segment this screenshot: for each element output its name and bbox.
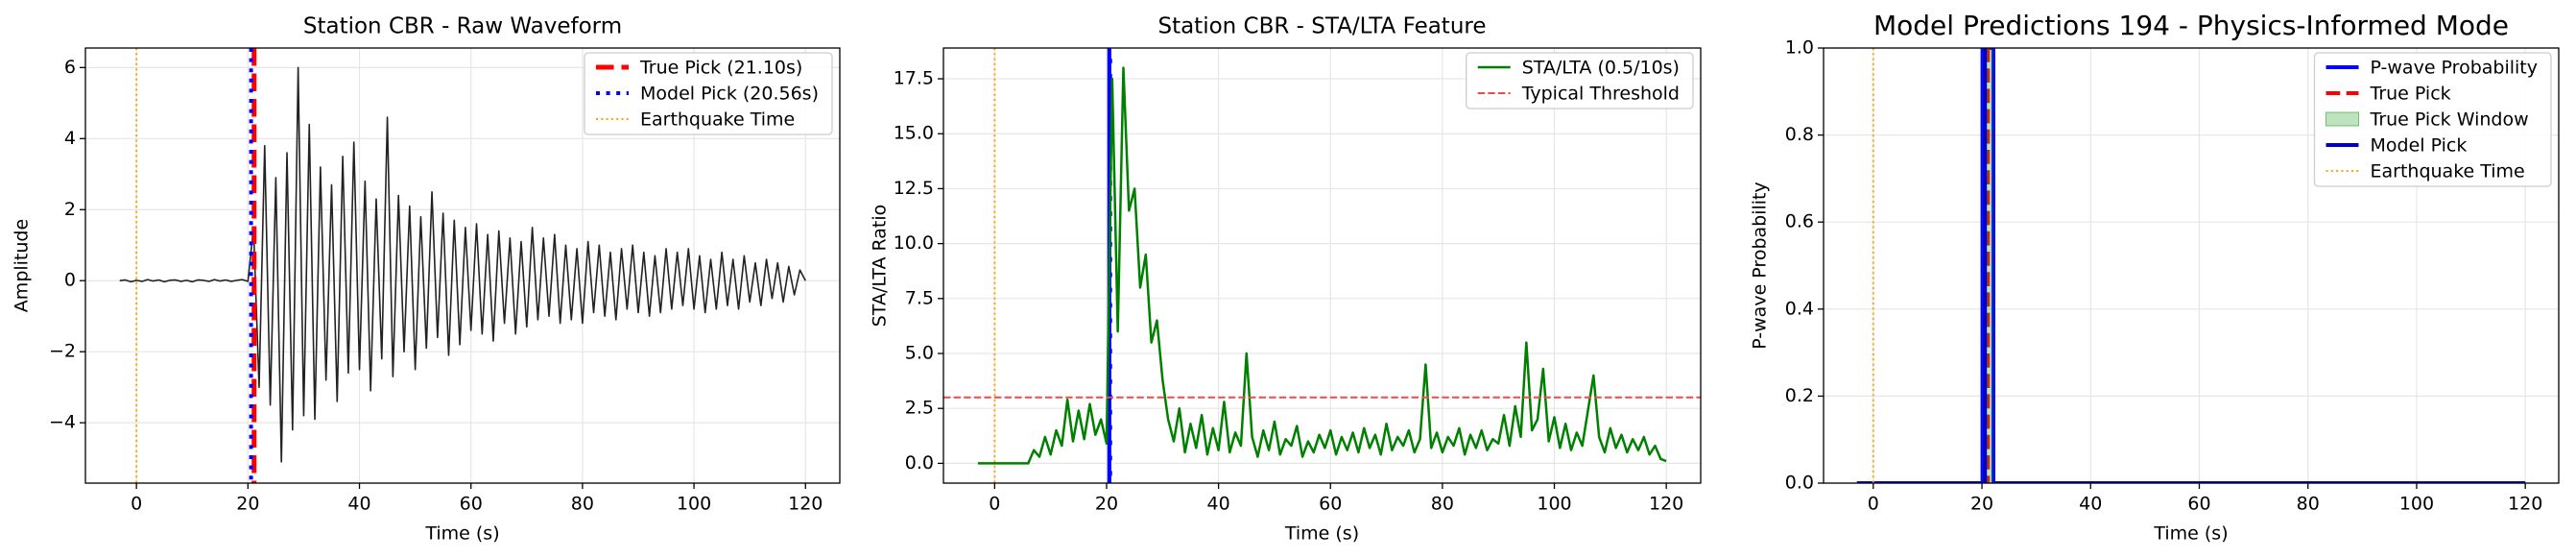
y-tick-label: 15.0 bbox=[894, 123, 934, 144]
legend: STA/LTA (0.5/10s) Typical Threshold bbox=[1466, 52, 1694, 109]
x-axis-label: Time (s) bbox=[2153, 523, 2228, 545]
legend-box bbox=[584, 52, 833, 135]
y-tick-label: 2.5 bbox=[905, 398, 934, 419]
legend-box bbox=[2313, 52, 2552, 187]
y-axis-label: STA/LTA Ratio bbox=[870, 205, 891, 328]
y-tick-label: 5.0 bbox=[905, 343, 934, 364]
y-tick-label: −4 bbox=[49, 412, 76, 433]
chart-title: Model Predictions 194 - Physics-Informed… bbox=[1873, 10, 2509, 41]
x-axis-label: Time (s) bbox=[424, 523, 499, 545]
y-tick-label: 17.5 bbox=[894, 68, 934, 89]
x-tick-label: 20 bbox=[236, 494, 259, 515]
x-tick-label: 120 bbox=[2508, 494, 2542, 515]
x-tick-label: 0 bbox=[989, 494, 1000, 515]
x-tick-label: 80 bbox=[571, 494, 594, 515]
panel: 0 20 40 60 80 100 120 0.0 0.2 0.4 0.6 0.8 1.0 Model P… bbox=[1750, 10, 2560, 545]
y-tick-label: 0.6 bbox=[1785, 211, 1814, 232]
x-tick-label: 60 bbox=[460, 494, 483, 515]
x-tick-label: 40 bbox=[1207, 494, 1230, 515]
y-tick-label: 0.8 bbox=[1785, 124, 1814, 145]
legend-label: True Pick bbox=[2370, 84, 2451, 105]
x-tick-label: 0 bbox=[131, 494, 142, 515]
legend-label: Model Pick bbox=[2371, 135, 2468, 157]
x-tick-label: 60 bbox=[2187, 494, 2210, 515]
y-tick-label: 6 bbox=[64, 57, 76, 78]
plot-area bbox=[119, 48, 806, 483]
x-axis-label: Time (s) bbox=[1284, 523, 1359, 545]
x-tick-label: 20 bbox=[1095, 494, 1118, 515]
x-tick-label: 0 bbox=[1868, 494, 1879, 515]
y-tick-label: 7.5 bbox=[905, 287, 934, 308]
axes-frame bbox=[84, 47, 841, 484]
legend: True Pick (21.10s) Model Pick (20.56s) Ear… bbox=[584, 52, 833, 135]
y-tick-label: 0 bbox=[64, 270, 76, 291]
axes-frame bbox=[942, 47, 1702, 484]
chart-title: Station CBR - STA/LTA Feature bbox=[1157, 14, 1486, 39]
y-tick-label: 0.0 bbox=[905, 452, 934, 474]
x-tick-label: 120 bbox=[1649, 494, 1683, 515]
x-tick-label: 40 bbox=[2079, 494, 2102, 515]
x-tick-label: 100 bbox=[1537, 494, 1571, 515]
x-tick-label: 60 bbox=[1319, 494, 1342, 515]
plot-area bbox=[943, 48, 1701, 483]
x-tick-label: 120 bbox=[788, 494, 823, 515]
legend-label: Model Pick (20.56s) bbox=[640, 84, 819, 105]
legend-swatch bbox=[2326, 111, 2359, 127]
panel: 0 20 40 60 80 100 120 0.0 2.5 5.0 7.5 10.0 12.5 15.0 1… bbox=[870, 14, 1702, 545]
y-tick-label: 4 bbox=[64, 128, 76, 149]
plot-area bbox=[1856, 48, 2526, 483]
x-tick-label: 80 bbox=[1431, 494, 1454, 515]
legend-label: Earthquake Time bbox=[640, 109, 795, 131]
legend-box bbox=[1466, 52, 1694, 109]
legend-label: Earthquake Time bbox=[2371, 161, 2525, 182]
legend-label: P-wave Probability bbox=[2371, 58, 2539, 79]
y-axis-label: P-wave Probability bbox=[1750, 182, 1771, 350]
axes-frame bbox=[1823, 47, 2560, 484]
panel: 0 20 40 60 80 100 120 −4 −2 0 2 4 6 Station CBR - Raw… bbox=[12, 14, 841, 545]
x-tick-label: 40 bbox=[347, 494, 370, 515]
y-tick-label: 1.0 bbox=[1785, 37, 1814, 59]
data-line bbox=[119, 66, 806, 463]
legend-label: True Pick (21.10s) bbox=[639, 58, 802, 79]
y-axis-label: Amplitude bbox=[12, 219, 33, 312]
y-tick-label: 10.0 bbox=[894, 232, 934, 254]
data-line bbox=[977, 66, 1667, 465]
x-tick-label: 100 bbox=[677, 494, 711, 515]
x-tick-label: 100 bbox=[2399, 494, 2434, 515]
y-tick-label: 12.5 bbox=[894, 178, 934, 199]
x-tick-label: 80 bbox=[2297, 494, 2320, 515]
legend-label: True Pick Window bbox=[2370, 109, 2529, 131]
chart-title: Station CBR - Raw Waveform bbox=[303, 14, 622, 39]
y-tick-label: 0.2 bbox=[1785, 385, 1814, 406]
y-tick-label: 0.4 bbox=[1785, 298, 1814, 319]
legend: P-wave Probability True Pick True Pick Win… bbox=[2313, 52, 2552, 187]
y-tick-label: 0.0 bbox=[1785, 473, 1814, 494]
span bbox=[1982, 48, 1993, 483]
legend-label: Typical Threshold bbox=[1521, 84, 1680, 105]
legend-swatch-rect bbox=[2326, 111, 2359, 127]
y-tick-label: −2 bbox=[49, 341, 76, 362]
y-tick-label: 2 bbox=[64, 199, 76, 220]
x-tick-label: 20 bbox=[1970, 494, 1993, 515]
legend-label: STA/LTA (0.5/10s) bbox=[1522, 58, 1680, 79]
